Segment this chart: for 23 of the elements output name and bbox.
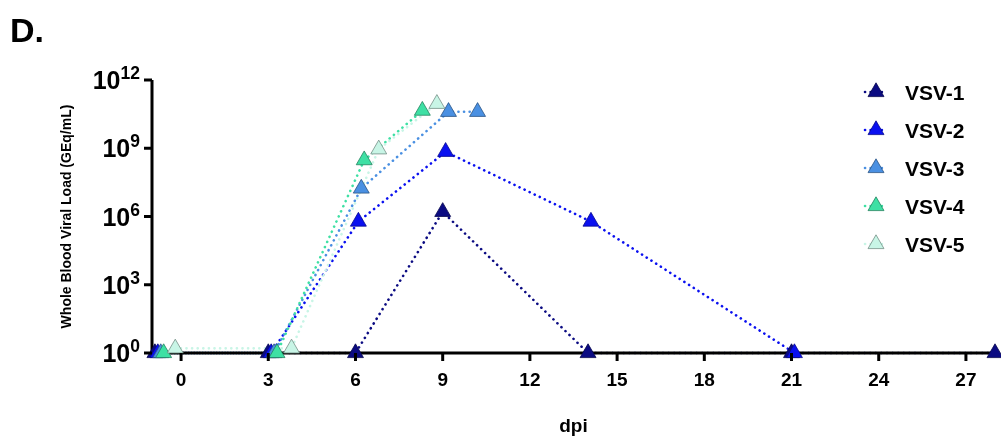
legend-label: VSV-1 xyxy=(905,81,965,104)
x-tick-label: 15 xyxy=(606,369,629,390)
y-tick-label: 10$^{0}$ xyxy=(102,336,141,367)
x-tick-label: 3 xyxy=(262,369,274,390)
y-tick-label: 10$^{6}$ xyxy=(102,199,141,231)
y-tick-label: 10$^{3}$ xyxy=(102,267,141,299)
x-tick-label: 21 xyxy=(780,369,803,390)
legend-label: VSV-2 xyxy=(905,119,965,142)
x-tick-label: 6 xyxy=(350,369,361,390)
legend-label: VSV-3 xyxy=(905,157,965,180)
x-tick-label: 27 xyxy=(955,369,977,390)
x-axis-title: dpi xyxy=(559,415,588,436)
x-tick-label: 24 xyxy=(868,369,890,390)
legend-label: VSV-5 xyxy=(905,233,965,256)
x-tick-label: 12 xyxy=(519,369,541,390)
x-tick-label: 18 xyxy=(693,369,715,390)
legend-label: VSV-4 xyxy=(905,195,965,218)
y-axis-title: Whole Blood Viral Load (GEq/mL) xyxy=(58,104,74,329)
y-tick-label: 10$^{9}$ xyxy=(102,131,141,163)
y-tick-label: 10$^{12}$ xyxy=(92,63,141,94)
x-tick-label: 9 xyxy=(437,369,448,390)
x-tick-label: 0 xyxy=(175,369,187,390)
chart-title: D. xyxy=(10,11,44,49)
